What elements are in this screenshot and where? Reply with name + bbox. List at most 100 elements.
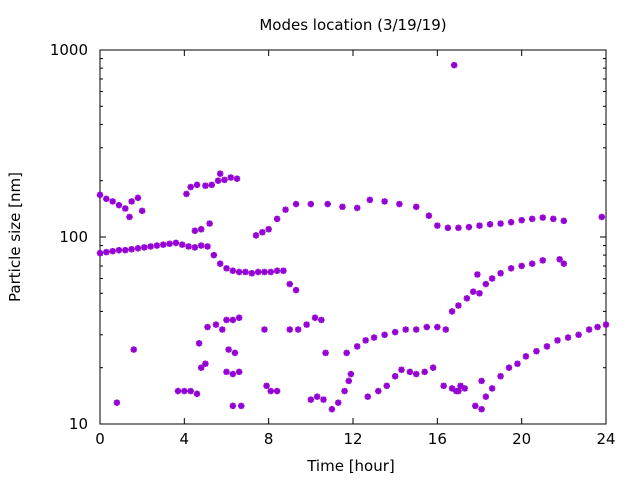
data-point [602,321,610,328]
data-point [248,270,255,277]
data-point [202,360,209,367]
data-point [115,246,123,254]
data-point [313,393,321,400]
x-tick-label: 16 [428,430,447,448]
data-point [391,373,399,380]
data-point [429,364,437,371]
data-point [474,271,481,278]
data-point [219,326,226,333]
data-point [286,326,293,333]
data-point [191,227,199,234]
data-point [187,387,194,395]
data-point [478,405,485,413]
data-point [225,346,232,353]
data-point [261,268,268,276]
data-point [472,402,479,410]
data-point [442,326,449,333]
y-axis-label: Particle size [nm] [6,172,24,302]
data-point [181,387,188,395]
data-point [183,190,190,198]
data-point [130,346,137,353]
data-point [214,177,222,184]
plot-frame [99,49,607,425]
data-point [575,331,582,338]
data-point [254,268,262,276]
data-point [160,241,167,248]
data-point [522,353,530,360]
data-point [451,61,458,69]
data-point [282,206,289,213]
data-point [354,343,361,350]
data-point [453,387,460,395]
x-tick-label: 0 [95,430,105,448]
x-tick-label: 4 [180,430,190,448]
data-point [318,316,325,324]
data-point [263,382,270,390]
data-point [235,368,243,376]
data-point [242,268,249,276]
data-point [444,224,452,231]
data-point [103,248,110,256]
data-point [370,334,378,341]
data-point [455,302,462,309]
data-point [539,257,546,264]
data-point [391,328,399,336]
data-point [273,215,281,223]
data-point [113,399,121,406]
data-point [398,366,405,373]
data-point [482,393,490,400]
data-point [259,229,266,236]
data-point [128,246,135,253]
data-point [138,207,146,215]
data-point [335,399,342,406]
data-point [292,286,300,294]
data-point [206,220,213,227]
data-point [324,200,331,208]
data-point [396,200,403,208]
data-point [497,373,504,380]
y-tick-label: 100 [59,228,88,246]
data-point [294,326,302,333]
data-point [529,215,536,223]
data-point [497,270,504,277]
data-point [343,349,350,357]
data-point [311,314,319,321]
data-point [307,396,315,403]
data-point [455,224,462,231]
data-point [345,377,352,385]
data-point [103,195,110,203]
data-point [539,214,546,221]
data-point [440,382,447,390]
data-point [486,221,494,228]
data-point [488,275,496,282]
data-point [303,321,310,328]
data-point [550,215,557,223]
data-point [292,200,300,208]
data-point [560,260,568,267]
x-tick-label: 24 [596,430,615,448]
data-point [193,390,201,398]
data-point [598,213,605,221]
axis-ticks [99,49,607,425]
data-point [402,326,409,333]
data-point [126,213,133,221]
data-point [229,316,237,324]
data-point [128,198,135,205]
data-point [421,368,428,376]
data-point [518,262,525,270]
chart-title: Modes location (3/19/19) [259,16,446,34]
data-point [478,377,485,385]
data-point [543,343,551,350]
x-tick-label: 12 [343,430,362,448]
data-point [347,370,355,378]
data-point [339,203,346,211]
data-point [198,364,205,371]
y-tick-label: 1000 [50,41,88,59]
data-point [507,265,515,272]
data-point [465,223,473,231]
data-point [229,267,237,274]
data-point [265,226,272,233]
data-point [231,349,239,357]
data-point [141,244,148,251]
data-point [195,340,203,347]
